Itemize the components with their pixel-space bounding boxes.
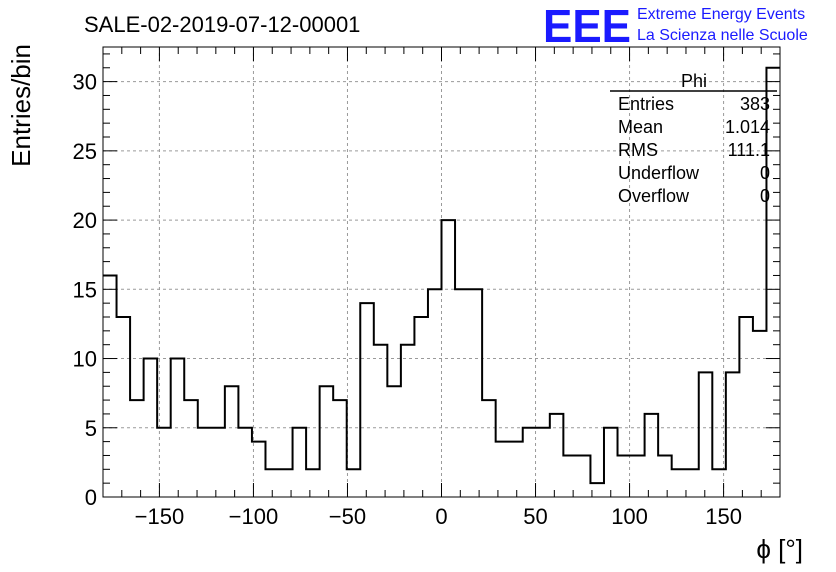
histogram-bin [672, 469, 686, 497]
stats-label: RMS [618, 140, 658, 160]
y-axis-title: Entries/bin [6, 44, 36, 167]
stats-label: Entries [618, 94, 674, 114]
histogram-bin [252, 442, 266, 497]
histogram-bin [211, 428, 225, 497]
histogram-bin [563, 455, 577, 497]
histogram-bin [699, 372, 713, 497]
histogram-bin [279, 469, 293, 497]
histogram-bin [509, 442, 523, 497]
x-tick-label: 50 [523, 504, 547, 529]
histogram-bin [753, 331, 767, 497]
stats-label: Mean [618, 117, 663, 137]
histogram-bin [685, 469, 699, 497]
x-tick-label: 150 [705, 504, 742, 529]
histogram-bin [523, 428, 537, 497]
histogram-bin [374, 345, 388, 497]
y-tick-label: 10 [73, 347, 97, 372]
histogram-bin [401, 345, 415, 497]
logo-line-2: La Scienza nelle Scuole [637, 27, 808, 44]
y-tick-label: 30 [73, 70, 97, 95]
y-tick-label: 5 [85, 416, 97, 441]
stats-value: 111.1 [728, 140, 770, 160]
y-tick-labels: 0 5 10 15 20 25 30 [73, 70, 97, 510]
histogram-bin [590, 483, 604, 497]
stats-value: 0 [760, 186, 770, 206]
stats-rows: Entries 383 Mean 1.014 RMS 111.1 Underflow 0 Ove… [618, 94, 770, 206]
stats-box: Phi Entries 383 Mean 1.014 RMS 111.1 Underflow… [610, 71, 777, 206]
histogram-bin [414, 317, 428, 497]
eee-logo: EEE Extreme Energy Events La Scienza nel… [543, 0, 808, 52]
histogram-bin [225, 386, 239, 497]
histogram-bin [658, 455, 672, 497]
histogram-bin [428, 289, 442, 497]
histogram-bin [238, 428, 252, 497]
histogram-series [103, 66, 780, 497]
histogram-bin [550, 414, 564, 497]
histogram-bin [631, 455, 645, 497]
stats-label: Overflow [618, 186, 690, 206]
histogram-bin [198, 428, 212, 497]
histogram-bin [604, 428, 618, 497]
x-tick-label: −50 [329, 504, 366, 529]
x-tick-labels: −150 −100 −50 0 50 100 150 [135, 504, 742, 529]
histogram-bin [482, 400, 496, 497]
histogram-bin [293, 428, 307, 497]
histogram-bin [130, 400, 144, 497]
histogram-bin [536, 428, 550, 497]
x-tick-label: −150 [135, 504, 185, 529]
logo-line-1: Extreme Energy Events [637, 6, 805, 23]
x-tick-label: −100 [229, 504, 279, 529]
histogram-bin [117, 317, 131, 497]
y-tick-label: 25 [73, 139, 97, 164]
y-tick-label: 0 [85, 485, 97, 510]
histogram-bin [320, 386, 334, 497]
histogram-bin [739, 317, 753, 497]
histogram-outline [103, 66, 780, 485]
histogram-bin [618, 455, 632, 497]
histogram-bin [496, 442, 510, 497]
stats-value: 0 [760, 163, 770, 183]
histogram-bin [184, 400, 198, 497]
x-tick-label: 0 [435, 504, 447, 529]
y-tick-label: 20 [73, 208, 97, 233]
x-tick-label: 100 [611, 504, 648, 529]
histogram-bin [645, 414, 659, 497]
x-axis-title: ϕ [°] [756, 534, 803, 564]
histogram-bin [387, 386, 401, 497]
histogram-bin [469, 289, 483, 497]
histogram-bin [455, 289, 469, 497]
histogram-bin [347, 469, 361, 497]
histogram-bin [577, 455, 591, 497]
chart-title: SALE-02-2019-07-12-00001 [84, 12, 360, 37]
axes [102, 46, 781, 498]
stats-value: 383 [740, 94, 770, 114]
y-tick-label: 15 [73, 277, 97, 302]
stats-title: Phi [681, 71, 707, 91]
logo-mark: EEE [543, 0, 631, 52]
stats-label: Underflow [618, 163, 700, 183]
histogram-bin [726, 372, 740, 497]
stats-value: 1.014 [725, 117, 770, 137]
histogram-bin [360, 303, 374, 497]
histogram-bin [333, 400, 347, 497]
histogram-bin [306, 469, 320, 497]
